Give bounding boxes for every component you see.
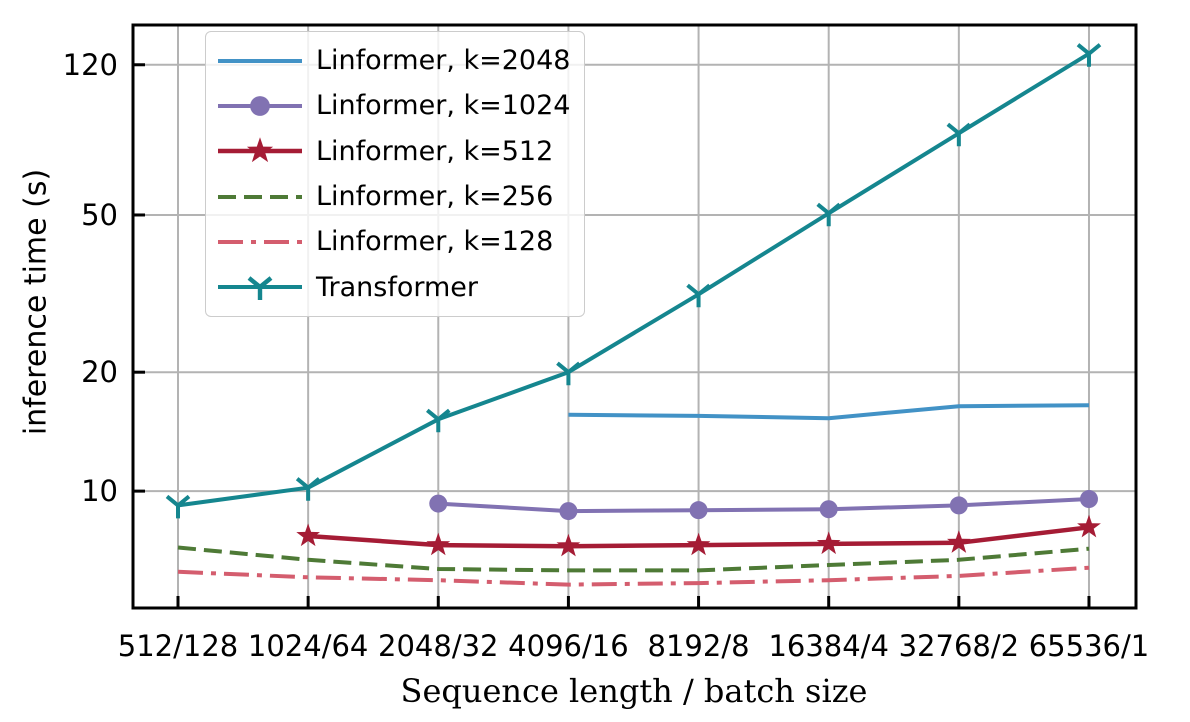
series-5 — [165, 43, 1102, 519]
legend-item-3: Linformer, k=256 — [206, 175, 584, 219]
series-line — [177, 565, 1090, 587]
legend-label: Linformer, k=128 — [316, 226, 554, 258]
x-axis-label: Sequence length / batch size — [400, 672, 868, 710]
legend-sample-line — [218, 96, 302, 116]
tri-down-marker — [686, 283, 711, 308]
tri-down-marker — [946, 122, 972, 147]
y-tick-label: 10 — [81, 474, 118, 508]
star-marker — [947, 530, 971, 553]
star-marker — [426, 532, 451, 556]
circle-marker — [819, 500, 838, 519]
x-tick-label: 1024/64 — [248, 629, 368, 663]
star-marker — [246, 137, 274, 163]
y-tick-label: 20 — [81, 355, 118, 389]
series-3 — [177, 545, 1090, 573]
legend-item-4: Linformer, k=128 — [206, 220, 584, 264]
legend-sample-line — [218, 276, 302, 301]
series-line — [177, 51, 1091, 508]
y-tick-label: 120 — [63, 48, 118, 82]
tri-down-marker — [165, 494, 191, 519]
series-line — [568, 403, 1090, 421]
star-marker — [296, 523, 320, 547]
legend-label: Linformer, k=1024 — [316, 90, 571, 122]
circle-marker — [250, 96, 270, 116]
star-marker — [686, 532, 711, 556]
tri-down-marker — [247, 276, 273, 301]
x-tick-label: 2048/32 — [378, 629, 498, 663]
circle-marker — [689, 501, 708, 520]
star-marker — [1077, 514, 1101, 538]
tick-marks — [133, 63, 1091, 608]
legend: Linformer, k=2048 Linformer, k=1024 Linfor… — [205, 31, 585, 317]
x-tick-label: 8192/8 — [648, 629, 750, 663]
legend-sample-line — [218, 137, 302, 163]
legend-item-0: Linformer, k=2048 — [206, 39, 584, 83]
plot-frame — [131, 23, 1138, 610]
tri-down-marker — [426, 408, 451, 433]
legend-item-5: Transformer — [206, 265, 584, 309]
tri-down-marker — [295, 477, 321, 501]
legend-label: Linformer, k=2048 — [316, 45, 571, 77]
legend-label: Linformer, k=512 — [316, 135, 554, 167]
series-1 — [429, 490, 1098, 521]
series-2 — [296, 514, 1101, 557]
circle-marker — [949, 496, 968, 515]
circle-marker — [559, 502, 578, 521]
legend-item-2: Linformer, k=512 — [206, 129, 584, 173]
tri-down-marker — [816, 202, 841, 227]
circle-marker — [429, 494, 448, 513]
star-marker — [556, 533, 581, 557]
legend-sample-line — [218, 239, 302, 244]
x-tick-label: 16384/4 — [768, 629, 888, 663]
legend-sample-line — [218, 58, 302, 63]
series-4 — [177, 565, 1090, 587]
circle-marker — [1079, 490, 1098, 509]
x-tick-label: 4096/16 — [508, 629, 628, 663]
series-line — [438, 497, 1090, 514]
x-tick-label: 32768/2 — [899, 629, 1019, 663]
tri-down-marker — [556, 361, 581, 386]
x-tick-label: 65536/1 — [1029, 629, 1149, 663]
series-0 — [568, 403, 1090, 421]
star-marker — [816, 531, 841, 555]
legend-label: Linformer, k=256 — [316, 181, 554, 213]
x-tick-label: 512/128 — [118, 629, 238, 663]
legend-sample-line — [218, 194, 302, 199]
tick-labels: 10 20 50 120 512/128 1024/64 2048/32 4096/16 819… — [63, 48, 1150, 663]
legend-item-1: Linformer, k=1024 — [206, 84, 584, 128]
tri-down-marker — [1076, 43, 1102, 67]
legend-label: Transformer — [316, 271, 479, 303]
y-axis-label: inference time (s) — [18, 168, 54, 436]
series-line — [177, 545, 1090, 573]
y-tick-label: 50 — [81, 198, 118, 232]
